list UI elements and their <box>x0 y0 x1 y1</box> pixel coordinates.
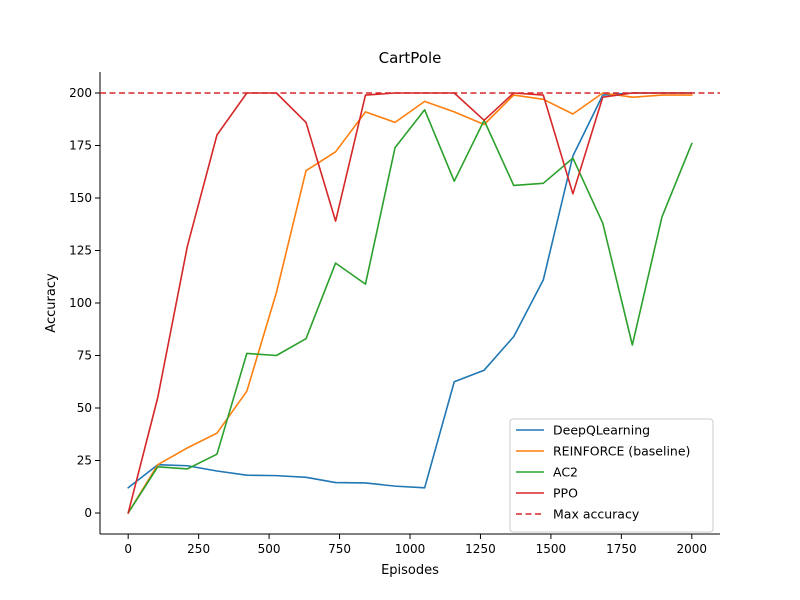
legend-label: AC2 <box>553 465 578 480</box>
plot-area: 0 250 500 750 1000 1250 1500 1750 2000 0 25 50 75 100… <box>69 72 720 556</box>
legend-label: REINFORCE (baseline) <box>553 444 690 459</box>
y-axis-label: Accuracy <box>44 273 59 333</box>
x-tick-label: 1250 <box>465 542 496 556</box>
x-tick-label: 2000 <box>677 542 708 556</box>
x-tick-label: 1750 <box>606 542 637 556</box>
x-tick-label: 750 <box>328 542 351 556</box>
x-tick-label: 500 <box>258 542 281 556</box>
x-tick-label: 250 <box>187 542 210 556</box>
legend-label: DeepQLearning <box>553 423 650 438</box>
y-tick-label: 75 <box>77 349 92 363</box>
legend-label: Max accuracy <box>553 507 640 522</box>
y-tick-label: 175 <box>69 139 92 153</box>
x-tick-label: 0 <box>124 542 132 556</box>
legend-frame <box>509 418 714 533</box>
x-axis-label: Episodes <box>381 563 439 578</box>
series-line-ac2 <box>127 109 693 514</box>
y-tick-label: 25 <box>77 454 92 468</box>
legend-label: PPO <box>553 486 578 501</box>
x-tick-label: 1000 <box>395 542 426 556</box>
y-tick-label: 0 <box>84 506 92 520</box>
y-tick-label: 125 <box>69 244 92 258</box>
x-tick-label: 1500 <box>536 542 567 556</box>
y-tick-label: 150 <box>69 191 92 205</box>
y-tick-label: 100 <box>69 296 92 310</box>
y-tick-label: 50 <box>77 401 92 415</box>
series-line-deepqlearning <box>127 92 693 489</box>
y-tick-label: 200 <box>69 86 92 100</box>
chart-title: CartPole <box>379 49 442 67</box>
legend: DeepQLearning REINFORCE (baseline) AC2 PPO M… <box>509 418 714 533</box>
series-line-reinforce-baseline <box>127 92 693 514</box>
